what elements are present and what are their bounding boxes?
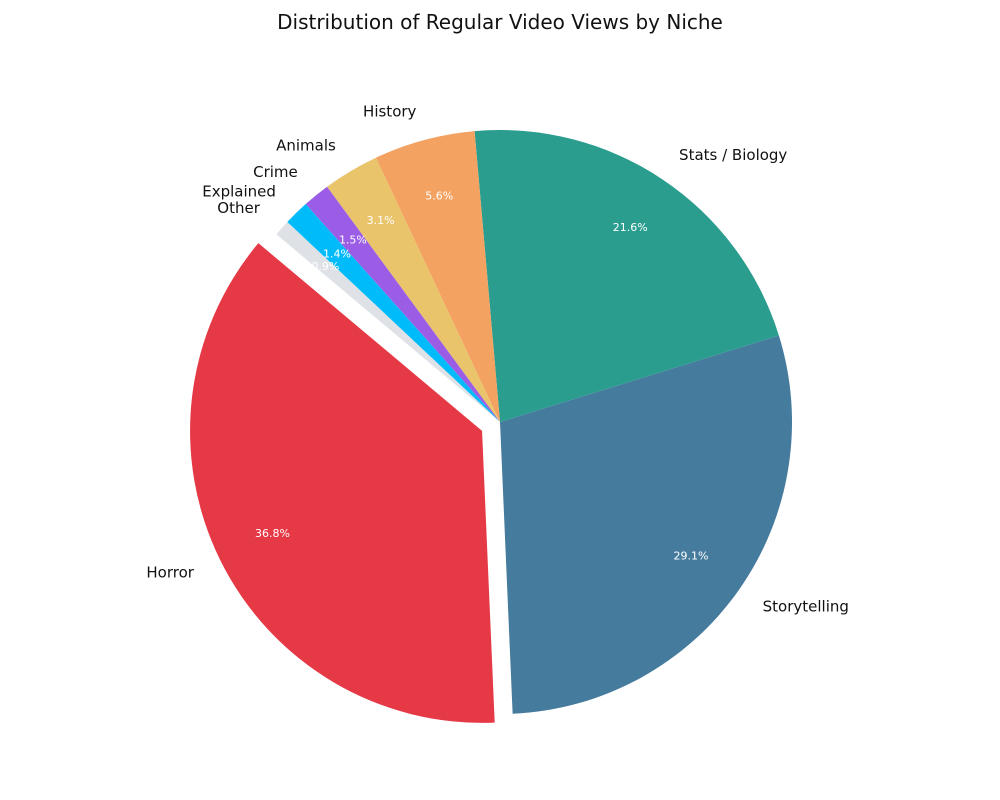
slice-label-storytelling: Storytelling [763,597,849,615]
slice-label-stats-biology: Stats / Biology [679,146,787,164]
pct-label-animals: 3.1% [367,214,395,227]
slice-label-other: Other [217,199,260,217]
slice-label-horror: Horror [146,563,194,581]
pie-slice-history [375,131,500,422]
pct-label-history: 5.6% [425,189,453,202]
slice-label-explained: Explained [202,182,276,200]
chart-title: Distribution of Regular Video Views by N… [277,10,723,34]
slice-label-history: History [363,102,416,120]
pct-label-other: 0.9% [311,260,339,273]
pie-slice-crime [305,186,500,422]
pct-label-crime: 1.5% [339,234,367,247]
pct-label-stats-biology: 21.6% [613,221,648,234]
pie-slice-animals [327,157,500,422]
slice-label-animals: Animals [276,136,336,154]
pie-slice-explained [287,204,500,422]
pie-slice-stats-biology [474,130,779,422]
pie-slice-other [276,221,500,422]
pie-slice-storytelling [500,335,792,714]
pie-slice-horror [190,243,495,723]
pct-label-storytelling: 29.1% [674,549,709,562]
pct-label-explained: 1.4% [323,248,351,261]
pct-label-horror: 36.8% [255,527,290,540]
slice-label-crime: Crime [253,163,298,181]
